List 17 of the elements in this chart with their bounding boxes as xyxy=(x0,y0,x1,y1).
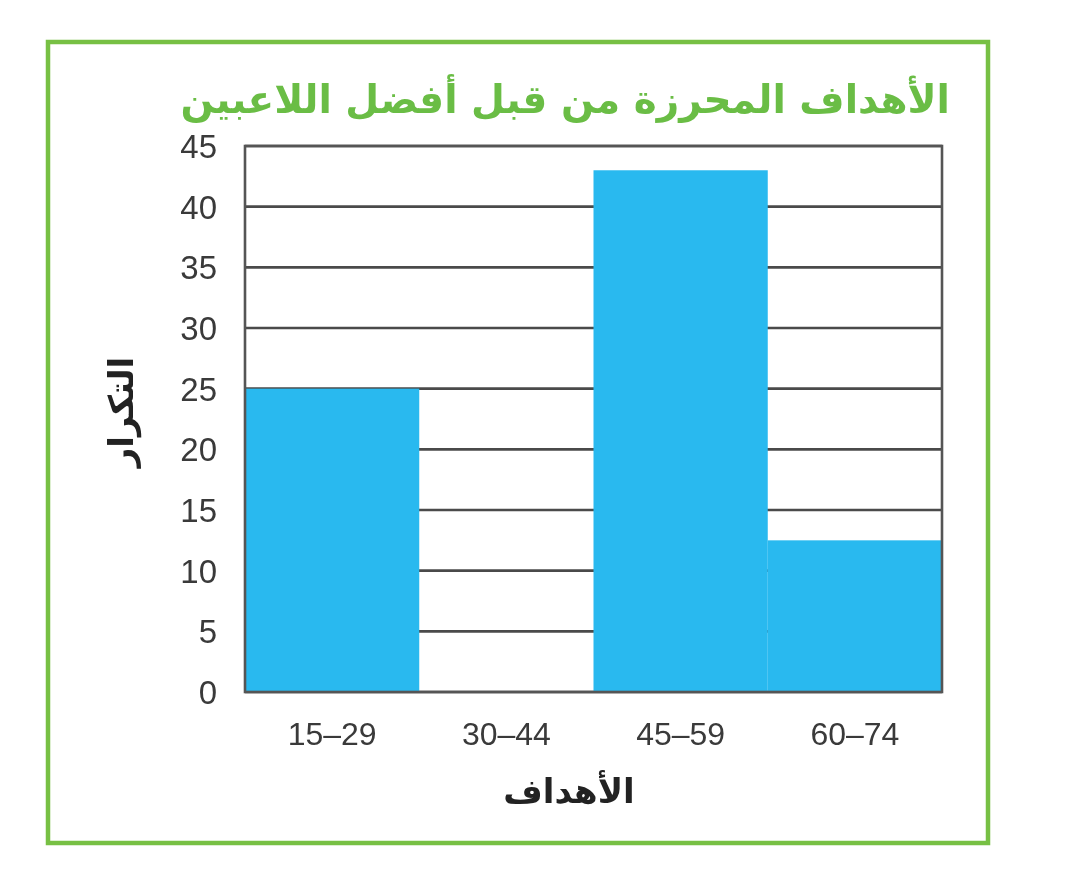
y-tick-label: 15 xyxy=(180,492,217,529)
y-tick-label: 5 xyxy=(198,613,217,651)
y-tick-label: 30 xyxy=(180,310,217,347)
x-axis-title: الأهداف xyxy=(503,770,635,811)
chart-title: الأهداف المحرزة من قبل أفضل اللاعبين xyxy=(180,74,950,123)
x-tick-label: 15–29 xyxy=(287,716,377,752)
y-tick-label: 20 xyxy=(180,431,217,469)
y-tick-label: 40 xyxy=(180,188,217,226)
y-tick-label: 0 xyxy=(198,674,217,711)
x-tick-label: 30–44 xyxy=(461,716,551,752)
y-axis-title: التكرار xyxy=(101,356,142,470)
x-tick-label: 60–74 xyxy=(810,716,900,752)
y-tick-label: 45 xyxy=(180,128,217,165)
y-tick-label: 10 xyxy=(180,552,217,590)
x-tick-label: 45–59 xyxy=(636,716,726,752)
y-tick-label: 25 xyxy=(180,370,217,408)
y-tick-label: 35 xyxy=(180,249,217,287)
